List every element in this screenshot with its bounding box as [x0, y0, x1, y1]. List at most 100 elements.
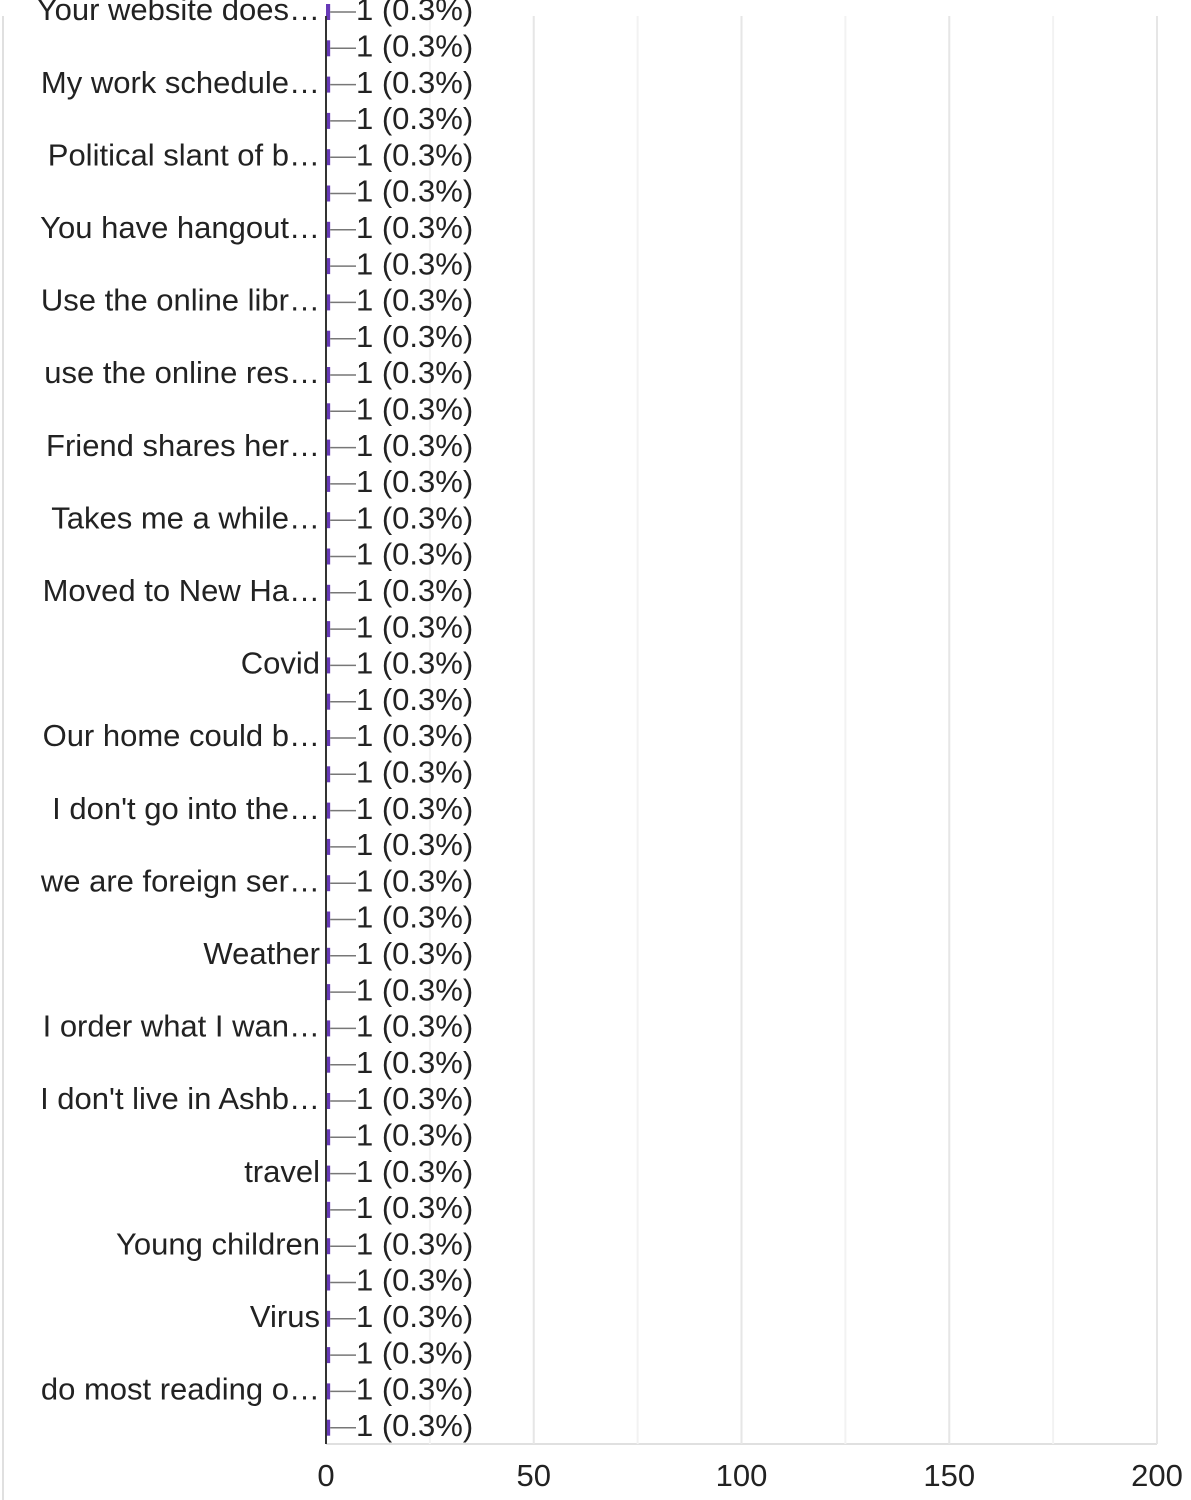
bar [326, 838, 331, 855]
category-label: Takes me a while… [51, 500, 320, 535]
category-label: I don't go into the… [52, 791, 320, 826]
bar [326, 1347, 331, 1364]
data-label: 1 (0.3%) [356, 718, 473, 753]
bar [326, 294, 331, 311]
bar [326, 330, 331, 347]
data-label: 1 (0.3%) [356, 1372, 473, 1407]
bar [326, 766, 331, 783]
category-label: Moved to New Ha… [43, 573, 320, 608]
data-label: 1 (0.3%) [356, 1045, 473, 1080]
data-label: 1 (0.3%) [356, 1408, 473, 1443]
bar [326, 1419, 331, 1436]
category-label: Your website does… [37, 0, 320, 27]
bar [326, 112, 331, 129]
data-label: 1 (0.3%) [356, 573, 473, 608]
data-label: 1 (0.3%) [356, 391, 473, 426]
bar [326, 1310, 331, 1327]
category-label: Our home could b… [43, 718, 320, 753]
bar [326, 1238, 331, 1255]
bar [326, 984, 331, 1001]
bar [326, 221, 331, 238]
data-label: 1 (0.3%) [356, 682, 473, 717]
data-label: 1 (0.3%) [356, 210, 473, 245]
chart-gridlines [2, 16, 1158, 1500]
data-label: 1 (0.3%) [356, 900, 473, 935]
data-label: 1 (0.3%) [356, 174, 473, 209]
data-label: 1 (0.3%) [356, 500, 473, 535]
data-label: 1 (0.3%) [356, 0, 473, 27]
bar [326, 693, 331, 710]
data-label: 1 (0.3%) [356, 1299, 473, 1334]
data-label: 1 (0.3%) [356, 646, 473, 681]
bar [326, 475, 331, 492]
data-label: 1 (0.3%) [356, 137, 473, 172]
bar [326, 439, 331, 456]
bar [326, 730, 331, 746]
category-label: Young children [116, 1226, 320, 1261]
category-label: travel [244, 1154, 320, 1189]
bar [326, 1129, 331, 1146]
bar [326, 621, 331, 638]
category-label: use the online res… [44, 355, 320, 390]
bar [326, 403, 331, 420]
data-label: 1 (0.3%) [356, 1190, 473, 1225]
x-tick-label: 50 [517, 1458, 551, 1493]
bar [326, 911, 331, 928]
category-label: You have hangout… [40, 210, 320, 245]
chart-bars [326, 4, 356, 1436]
x-tick-label: 200 [1131, 1458, 1183, 1493]
category-label: Virus [250, 1299, 320, 1334]
bar [326, 802, 331, 819]
x-tick-label: 0 [317, 1458, 334, 1493]
data-label: 1 (0.3%) [356, 246, 473, 281]
bar [326, 185, 331, 202]
bar [326, 40, 331, 57]
data-label: 1 (0.3%) [356, 101, 473, 136]
chart-category-labels: Your website does… My work schedule… Polit… [37, 0, 320, 1407]
data-label: 1 (0.3%) [356, 827, 473, 862]
data-label: 1 (0.3%) [356, 609, 473, 644]
bar [326, 548, 331, 565]
category-label: I order what I wan… [43, 1009, 320, 1044]
bar [326, 1165, 331, 1182]
data-label: 1 (0.3%) [356, 863, 473, 898]
data-label: 1 (0.3%) [356, 319, 473, 354]
bar [326, 1020, 331, 1037]
bar [326, 367, 331, 383]
bar [326, 1056, 331, 1073]
data-label: 1 (0.3%) [356, 1263, 473, 1298]
bar [326, 1383, 331, 1400]
data-label: 1 (0.3%) [356, 464, 473, 499]
data-label: 1 (0.3%) [356, 791, 473, 826]
category-label: Political slant of b… [48, 137, 320, 172]
data-label: 1 (0.3%) [356, 428, 473, 463]
bar [326, 4, 331, 20]
bar [326, 584, 331, 601]
category-label: Weather [203, 936, 320, 971]
data-label: 1 (0.3%) [356, 1154, 473, 1189]
data-label: 1 (0.3%) [356, 754, 473, 789]
bar [326, 1093, 331, 1109]
data-label: 1 (0.3%) [356, 1009, 473, 1044]
bar [326, 258, 331, 275]
category-label: we are foreign ser… [40, 863, 320, 898]
data-label: 1 (0.3%) [356, 537, 473, 572]
data-label: 1 (0.3%) [356, 1081, 473, 1116]
bar [326, 1274, 331, 1291]
data-label: 1 (0.3%) [356, 355, 473, 390]
chart-data-labels: 1 (0.3%)1 (0.3%)1 (0.3%)1 (0.3%)1 (0.3%)… [356, 0, 473, 1443]
category-label: My work schedule… [41, 65, 320, 100]
bar [326, 657, 331, 674]
x-tick-label: 100 [716, 1458, 768, 1493]
bar [326, 875, 331, 892]
category-label: I don't live in Ashb… [40, 1081, 320, 1116]
data-label: 1 (0.3%) [356, 28, 473, 63]
bar [326, 1201, 331, 1218]
data-label: 1 (0.3%) [356, 65, 473, 100]
category-label: Use the online libr… [41, 283, 320, 318]
data-label: 1 (0.3%) [356, 972, 473, 1007]
bar [326, 149, 331, 166]
category-label: Covid [241, 646, 320, 681]
category-label: Friend shares her… [46, 428, 320, 463]
